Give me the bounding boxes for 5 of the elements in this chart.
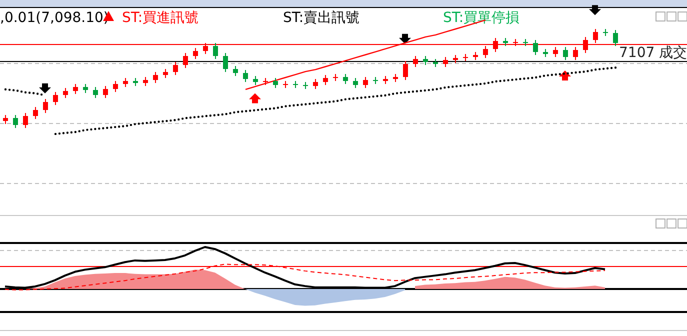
- text: ST:買單停損: [443, 10, 520, 26]
- text: ST:買進訊號: [122, 10, 199, 26]
- annotation: 7107 成交: [619, 45, 687, 61]
- text: ST:賣出訊號: [283, 10, 360, 26]
- text: ,0.01(7,098.10): [0, 10, 109, 26]
